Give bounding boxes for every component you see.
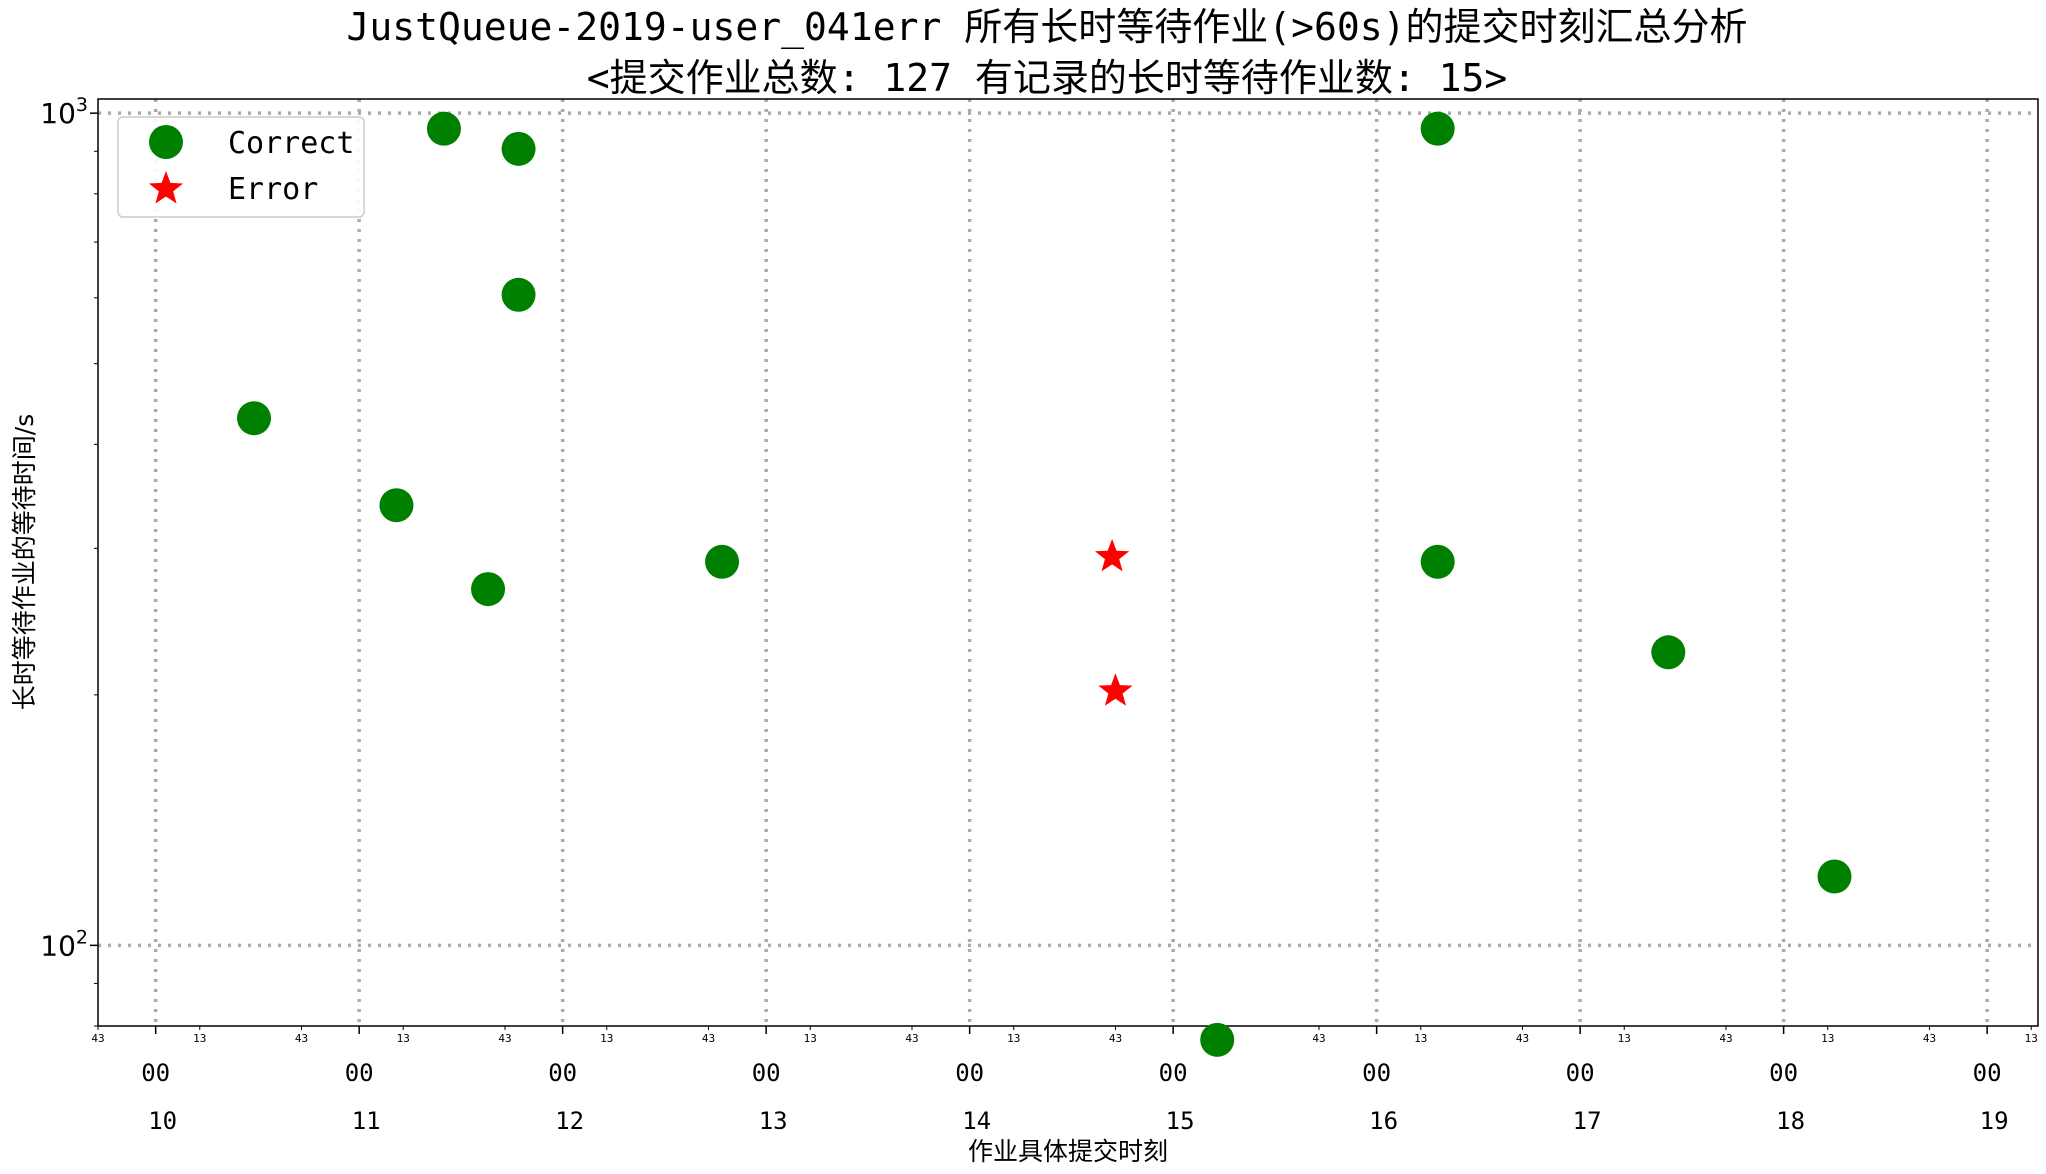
x-axis-ticks: 00 10 00 11 00 12 00 13 00 14 00 15 00 16 00 17 00 18 00 19… [91, 1026, 2038, 1135]
x-minor-tick-label: 43 [91, 1032, 104, 1045]
x-minor-tick-label: 43 [1516, 1032, 1529, 1045]
x-major-tick-minute: 00 [752, 1059, 781, 1087]
y-axis-label: 长时等待作业的等待时间/s [10, 414, 39, 710]
correct-point [1651, 635, 1686, 670]
error-point [1098, 673, 1133, 706]
x-minor-tick-label: 13 [1414, 1032, 1427, 1045]
legend-error-label: Error [228, 172, 318, 207]
x-minor-tick-label: 43 [702, 1032, 715, 1045]
x-minor-tick-label: 43 [1109, 1032, 1122, 1045]
x-major-tick-minute: 00 [1973, 1059, 2002, 1087]
x-major-tick-hour: 17 [1573, 1107, 1602, 1135]
legend-correct-marker [149, 125, 183, 159]
x-major-tick-hour: 19 [1980, 1107, 2009, 1135]
x-minor-tick-label: 13 [600, 1032, 613, 1045]
correct-point [471, 572, 506, 607]
error-point [1094, 538, 1130, 572]
x-minor-tick-label: 13 [804, 1032, 817, 1045]
x-major-tick-minute: 00 [955, 1059, 984, 1087]
x-major-tick-hour: 13 [759, 1107, 788, 1135]
x-minor-tick-label: 43 [1312, 1032, 1325, 1045]
grid [98, 99, 2038, 1026]
plot-frame [97, 98, 2039, 1027]
y-tick-label: 103 [40, 94, 88, 130]
x-major-tick-hour: 12 [555, 1107, 584, 1135]
correct-point [1817, 859, 1852, 894]
x-major-tick-minute: 00 [345, 1059, 374, 1087]
x-minor-tick-label: 13 [1618, 1032, 1631, 1045]
x-major-tick-minute: 00 [1769, 1059, 1798, 1087]
x-major-tick-hour: 18 [1776, 1107, 1805, 1135]
x-minor-tick-label: 13 [1821, 1032, 1834, 1045]
x-minor-tick-label: 43 [905, 1032, 918, 1045]
x-major-tick-hour: 14 [962, 1107, 991, 1135]
x-major-tick-hour: 10 [148, 1107, 177, 1135]
correct-point [501, 131, 536, 166]
correct-point [379, 488, 414, 523]
x-minor-tick-label: 43 [1719, 1032, 1732, 1045]
correct-point [705, 544, 740, 579]
correct-point [237, 401, 272, 436]
chart-title: JustQueue-2019-user_041err 所有长时等待作业(>60s… [347, 5, 1748, 50]
correct-point [1420, 544, 1455, 579]
x-minor-tick-label: 13 [2025, 1032, 2038, 1045]
correct-point [426, 111, 461, 146]
legend-error-marker [148, 171, 184, 204]
x-minor-tick-label: 43 [498, 1032, 511, 1045]
chart-subtitle: <提交作业总数: 127 有记录的长时等待作业数: 15> [587, 56, 1508, 100]
x-major-tick-minute: 00 [1159, 1059, 1188, 1087]
y-axis-ticks: 102 103 [40, 94, 98, 1027]
correct-point [1200, 1022, 1235, 1057]
y-tick-label: 102 [40, 926, 88, 962]
x-major-tick-minute: 00 [141, 1059, 170, 1087]
legend: Correct Error [117, 116, 365, 218]
x-axis-label: 作业具体提交时刻 [968, 1137, 1168, 1166]
x-major-tick-hour: 16 [1369, 1107, 1398, 1135]
x-major-tick-minute: 00 [1362, 1059, 1391, 1087]
correct-point [1420, 111, 1455, 146]
x-minor-tick-label: 43 [295, 1032, 308, 1045]
legend-correct-label: Correct [228, 126, 354, 161]
x-minor-tick-label: 43 [1923, 1032, 1936, 1045]
x-major-tick-hour: 11 [352, 1107, 381, 1135]
x-major-tick-minute: 00 [548, 1059, 577, 1087]
x-minor-tick-label: 13 [193, 1032, 206, 1045]
x-minor-tick-label: 13 [1007, 1032, 1020, 1045]
x-major-tick-hour: 15 [1166, 1107, 1195, 1135]
data-marks [237, 111, 1852, 1057]
x-major-tick-minute: 00 [1566, 1059, 1595, 1087]
x-minor-tick-label: 13 [397, 1032, 410, 1045]
correct-point [501, 277, 536, 312]
